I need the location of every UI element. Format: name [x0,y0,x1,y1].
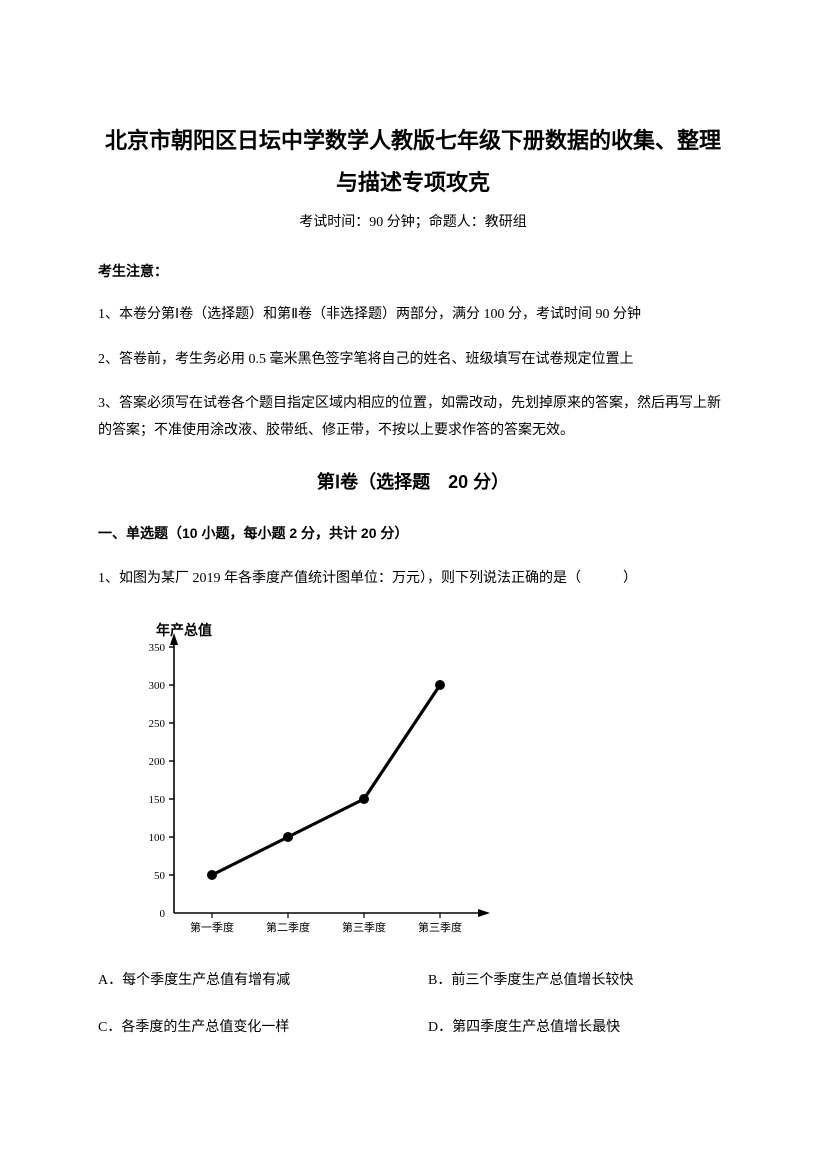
svg-text:150: 150 [149,794,166,806]
notice-item: 3、答案必须写在试卷各个题目指定区域内相应的位置，如需改动，先划掉原来的答案，然… [98,391,728,444]
svg-text:250: 250 [149,718,166,730]
svg-text:第三季度: 第三季度 [342,920,386,934]
svg-text:第三季度: 第三季度 [418,920,462,934]
exam-subtitle: 考试时间：90 分钟；命题人：教研组 [98,210,728,235]
svg-text:50: 50 [154,870,166,882]
chart-svg: 年产总值 0 50 100 150 200 250 300 350 第一季度 第二季度 第三季度 第三季… [122,609,492,939]
section-header: 第Ⅰ卷（选择题 20 分） [98,466,728,498]
svg-text:0: 0 [160,908,166,920]
svg-text:年产总值: 年产总值 [156,622,212,638]
exam-title: 北京市朝阳区日坛中学数学人教版七年级下册数据的收集、整理与描述专项攻克 [98,120,728,204]
notice-item: 2、答卷前，考生务必用 0.5 毫米黑色签字笔将自己的姓名、班级填写在试卷规定位… [98,347,728,374]
question-group-header: 一、单选题（10 小题，每小题 2 分，共计 20 分） [98,521,728,546]
notice-heading: 考生注意： [98,259,728,284]
svg-text:350: 350 [149,642,166,654]
notice-item: 1、本卷分第Ⅰ卷（选择题）和第Ⅱ卷（非选择题）两部分，满分 100 分，考试时间… [98,302,728,329]
svg-text:200: 200 [149,756,166,768]
question-text: 1、如图为某厂 2019 年各季度产值统计图单位：万元），则下列说法正确的是（ … [98,566,728,591]
svg-text:300: 300 [149,680,166,692]
option-a: A．每个季度生产总值有增有减 [98,968,398,993]
answer-options: A．每个季度生产总值有增有减 B．前三个季度生产总值增长较快 C．各季度的生产总… [98,968,728,1040]
option-b: B．前三个季度生产总值增长较快 [428,968,728,993]
line-chart: 年产总值 0 50 100 150 200 250 300 350 第一季度 第二季度 第三季度 第三季… [122,609,728,948]
svg-text:第二季度: 第二季度 [266,920,310,934]
svg-text:第一季度: 第一季度 [190,920,234,934]
svg-text:100: 100 [149,832,166,844]
option-d: D．第四季度生产总值增长最快 [428,1015,728,1040]
option-c: C．各季度的生产总值变化一样 [98,1015,398,1040]
